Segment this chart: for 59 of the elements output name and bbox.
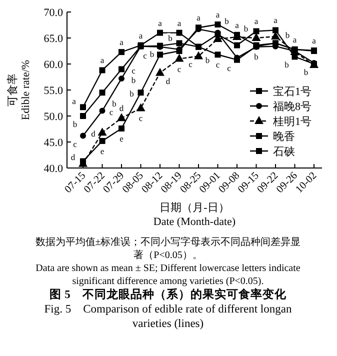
legend-label: 晚香 — [273, 130, 295, 143]
text: 图 5 不同龙眼品种（系）的果实可食率变化 — [50, 287, 288, 301]
annotation: b — [130, 88, 134, 99]
annotation: b — [131, 75, 136, 86]
annotation: a — [235, 20, 240, 30]
annotation: c — [138, 113, 143, 124]
annotation: b — [150, 48, 154, 59]
legend-label: 福晚8号 — [273, 100, 312, 113]
annotation: c — [143, 50, 148, 61]
annotation: b — [284, 60, 289, 70]
text: 数据为平均值±标准误；不同小写字母表示不同品种间差异显著（P<0.05）。 — [35, 236, 301, 261]
annotation: e — [120, 133, 124, 144]
annotation: c — [216, 60, 220, 70]
annotation: a — [254, 16, 258, 26]
annotation: c — [73, 138, 78, 149]
annotation: e — [100, 146, 104, 156]
annotation: a — [196, 12, 201, 23]
y-tick-label: 65.0 — [44, 33, 64, 45]
y-tick-label: 70.0 — [44, 7, 64, 19]
annotation: a — [138, 30, 143, 40]
annotation: a — [120, 37, 124, 48]
y-tick-label: 50.0 — [44, 111, 64, 123]
text: Data are shown as mean ± SE; Different lowercase letters indicate significant difference among varieties (P<0.05). — [36, 263, 301, 287]
annotation: c — [227, 62, 232, 73]
annotation: b — [112, 98, 116, 109]
annotation: a — [216, 9, 220, 20]
y-tick-label: 55.0 — [44, 85, 64, 97]
annotation: b — [224, 16, 229, 26]
annotation: b — [285, 30, 290, 40]
annotation: c — [109, 106, 114, 117]
annotation: c — [188, 59, 193, 70]
annotation: b — [304, 67, 308, 77]
annotation: a — [274, 15, 278, 26]
annotation: d — [166, 76, 171, 86]
annotation: c — [177, 64, 182, 74]
annotation: b — [72, 119, 78, 129]
text: Fig. 5 Comparison of edible rate of different longan varieties (lines) — [44, 304, 292, 330]
legend-label: 桂明1号 — [272, 116, 312, 128]
y-tick-label: 60.0 — [44, 59, 64, 71]
annotation: a — [292, 34, 297, 44]
y-axis-title: 可食率 Edible rate/% — [6, 60, 32, 120]
annotation: d — [91, 128, 96, 139]
legend-label: 石硖 — [273, 146, 295, 158]
annotation: d — [70, 152, 76, 162]
annotation: a — [100, 55, 104, 66]
y-tick-label: 45.0 — [44, 137, 64, 149]
annotation: a — [158, 18, 162, 28]
legend-label: 宝石1号 — [273, 85, 312, 98]
annotation: a — [312, 35, 316, 46]
annotation: b — [168, 33, 172, 44]
x-axis-title: 日期（月-日） Date (Month-date) — [153, 202, 236, 228]
y-tick-label: 40.0 — [44, 163, 64, 175]
annotation: b — [254, 51, 258, 62]
annotation: b — [244, 23, 248, 34]
annotation: a — [177, 18, 182, 28]
annotation: c — [132, 66, 136, 76]
annotation: d — [119, 103, 124, 114]
annotation: a — [72, 96, 76, 106]
annotation: b — [205, 54, 210, 65]
